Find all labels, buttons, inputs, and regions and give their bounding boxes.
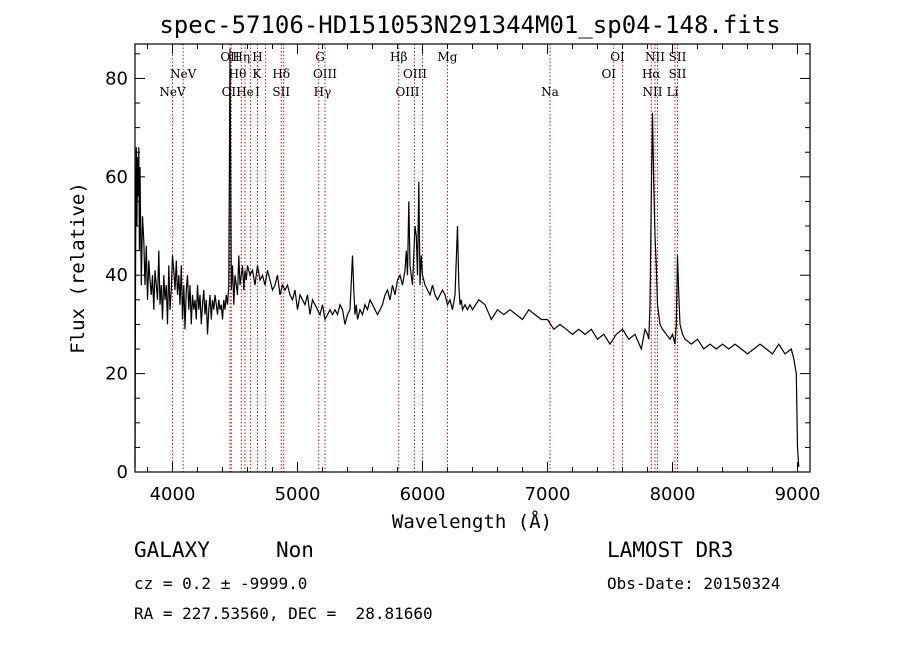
- emission-line-markers: [172, 44, 678, 472]
- y-tick-label: 60: [105, 167, 128, 188]
- emission-line-label: G: [315, 50, 325, 64]
- emission-line-label: I: [255, 85, 260, 99]
- plot-frame: [134, 43, 811, 473]
- emission-line-label: He: [236, 85, 254, 99]
- x-tick-label: 5000: [275, 484, 321, 505]
- spectrum-line: [134, 48, 800, 468]
- y-tick-label: 40: [105, 265, 128, 286]
- emission-line-label: Hβ: [390, 50, 407, 64]
- emission-line-label: NeV: [159, 85, 186, 99]
- emission-line-label: OIII: [313, 67, 337, 81]
- emission-line-label: SII: [669, 50, 687, 64]
- emission-line-label: K: [252, 67, 262, 81]
- emission-line-label: Mg: [438, 50, 458, 64]
- x-tick-label: 8000: [650, 484, 696, 505]
- emission-line-label: OIII: [403, 67, 427, 81]
- emission-line-label: OIII: [395, 85, 419, 99]
- emission-line-label: Hδ: [272, 67, 290, 81]
- survey-name: LAMOST DR3: [607, 538, 734, 562]
- x-tick-label: 4000: [150, 484, 196, 505]
- emission-line-label: OI: [601, 67, 616, 81]
- x-axis-ticks: 4000 5000 6000 7000 8000 9000: [147, 44, 821, 505]
- y-tick-label: 20: [105, 364, 128, 385]
- coordinates-readout: RA = 227.53560, DEC = 28.81660: [134, 604, 433, 623]
- object-class: GALAXY: [134, 538, 210, 562]
- x-tick-label: 7000: [525, 484, 571, 505]
- emission-line-label: Hα: [642, 67, 661, 81]
- emission-line-label: SII: [669, 67, 687, 81]
- emission-line-label: NII: [645, 50, 665, 64]
- y-tick-label: 0: [117, 462, 128, 483]
- chart-title: spec-57106-HD151053N291344M01_sp04-148.f…: [159, 11, 780, 39]
- emission-line-label: NII: [643, 85, 663, 99]
- emission-line-label: SII: [272, 85, 290, 99]
- emission-line-labels: NeVNeVOIIOIIHηHθHeHKIHδSIIGOIIIHγHβOIIIO…: [159, 50, 686, 99]
- emission-line-label: Li: [667, 85, 679, 99]
- object-subclass: Non: [276, 538, 314, 562]
- y-axis-ticks: 0 20 40 60 80: [105, 53, 810, 483]
- emission-line-label: OI: [610, 50, 625, 64]
- x-tick-label: 9000: [775, 484, 821, 505]
- emission-line-label: Hθ: [229, 67, 247, 81]
- emission-line-label: OII: [222, 85, 242, 99]
- emission-line-label: NeV: [170, 67, 197, 81]
- x-tick-label: 6000: [400, 484, 446, 505]
- emission-line-label: Hγ: [314, 85, 332, 99]
- y-axis-label: Flux (relative): [67, 182, 89, 354]
- emission-line-label: Hη: [232, 50, 250, 64]
- emission-line-label: H: [252, 50, 262, 64]
- y-tick-label: 80: [105, 68, 128, 89]
- redshift-readout: cz = 0.2 ± -9999.0: [134, 574, 308, 593]
- emission-line-label: Na: [541, 85, 559, 99]
- observation-date: Obs-Date: 20150324: [607, 574, 781, 593]
- x-axis-label: Wavelength (Å): [392, 510, 552, 533]
